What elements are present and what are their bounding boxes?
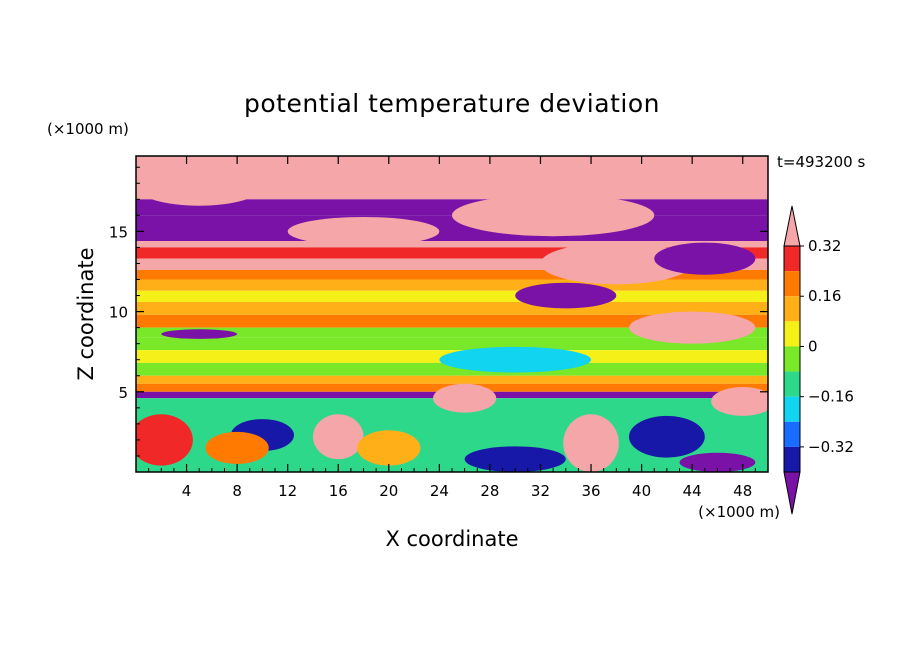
colorbar-label: −0.16 <box>808 388 854 406</box>
contour-features <box>136 164 768 472</box>
plot-area <box>136 156 768 472</box>
contour-feature <box>563 414 619 472</box>
chart-title: potential temperature deviation <box>244 89 660 118</box>
colorbar-box <box>784 346 800 372</box>
colorbar-label: 0.32 <box>808 237 841 255</box>
colorbar-box <box>784 421 800 447</box>
contour-band <box>136 337 768 351</box>
colorbar-box <box>784 396 800 422</box>
contour-feature <box>439 346 592 373</box>
contour-band <box>136 258 768 270</box>
x-unit-label: (×1000 m) <box>698 503 780 521</box>
contour-feature <box>628 415 705 458</box>
colorbar-label: −0.32 <box>808 438 854 456</box>
x-tick-label: 8 <box>232 482 242 500</box>
x-tick-label: 28 <box>480 482 499 500</box>
contour-band <box>136 247 768 259</box>
time-label: t=493200 s <box>777 153 865 171</box>
colorbar-box <box>784 446 800 472</box>
colorbar-box <box>784 321 800 347</box>
colorbar-label: 0.16 <box>808 287 841 305</box>
contour-feature <box>515 282 617 309</box>
y-axis-label: Z coordinate <box>74 247 98 380</box>
contour-band <box>136 241 768 248</box>
contour-feature <box>711 386 768 416</box>
x-tick-label: 20 <box>379 482 398 500</box>
contour-feature <box>312 414 364 460</box>
x-tick-label: 32 <box>531 482 550 500</box>
contour-feature <box>136 414 193 466</box>
x-axis-label: X coordinate <box>385 527 518 551</box>
colorbar: 0.32 0.16 0 −0.16 −0.32 <box>783 205 854 515</box>
contour-feature <box>628 311 756 344</box>
contour-feature <box>679 452 756 472</box>
y-unit-label: (×1000 m) <box>47 120 129 138</box>
colorbar-box <box>784 271 800 297</box>
contour-feature <box>433 383 497 413</box>
y-tick-label: 10 <box>109 304 128 322</box>
y-tick-label: 15 <box>109 223 128 241</box>
colorbar-box <box>784 296 800 322</box>
x-tick-label: 24 <box>430 482 449 500</box>
contour-band <box>136 269 768 280</box>
colorbar-extend-top <box>783 205 801 247</box>
contour-band <box>136 362 768 376</box>
contour-feature <box>654 242 756 275</box>
contour-feature <box>136 167 263 206</box>
x-tick-label: 48 <box>733 482 752 500</box>
x-axis: 4 8 12 16 20 24 28 32 36 40 44 48 <box>148 156 756 500</box>
contour-band <box>136 327 768 338</box>
x-tick-label: 4 <box>182 482 192 500</box>
contour-band <box>136 279 768 291</box>
contour-band <box>136 375 768 384</box>
colorbar-box <box>784 371 800 397</box>
colorbar-label: 0 <box>808 337 818 355</box>
contour-feature <box>300 164 427 197</box>
contour-band <box>136 290 768 302</box>
contour-feature <box>287 216 440 246</box>
x-tick-label: 40 <box>632 482 651 500</box>
contour-feature <box>452 194 655 237</box>
x-tick-label: 44 <box>683 482 702 500</box>
contour-feature <box>540 242 693 285</box>
x-tick-label: 16 <box>329 482 348 500</box>
contour-band <box>136 301 768 315</box>
x-tick-label: 12 <box>278 482 297 500</box>
contour-band <box>136 215 768 242</box>
x-tick-label: 36 <box>581 482 600 500</box>
y-axis: 5 10 15 <box>109 166 768 457</box>
colorbar-box <box>784 246 800 272</box>
contour-feature <box>205 431 269 464</box>
colorbar-extend-bottom <box>783 471 801 515</box>
contour-band <box>136 314 768 328</box>
y-tick-label: 5 <box>118 384 128 402</box>
contour-feature <box>161 329 238 339</box>
contour-feature <box>357 430 421 466</box>
